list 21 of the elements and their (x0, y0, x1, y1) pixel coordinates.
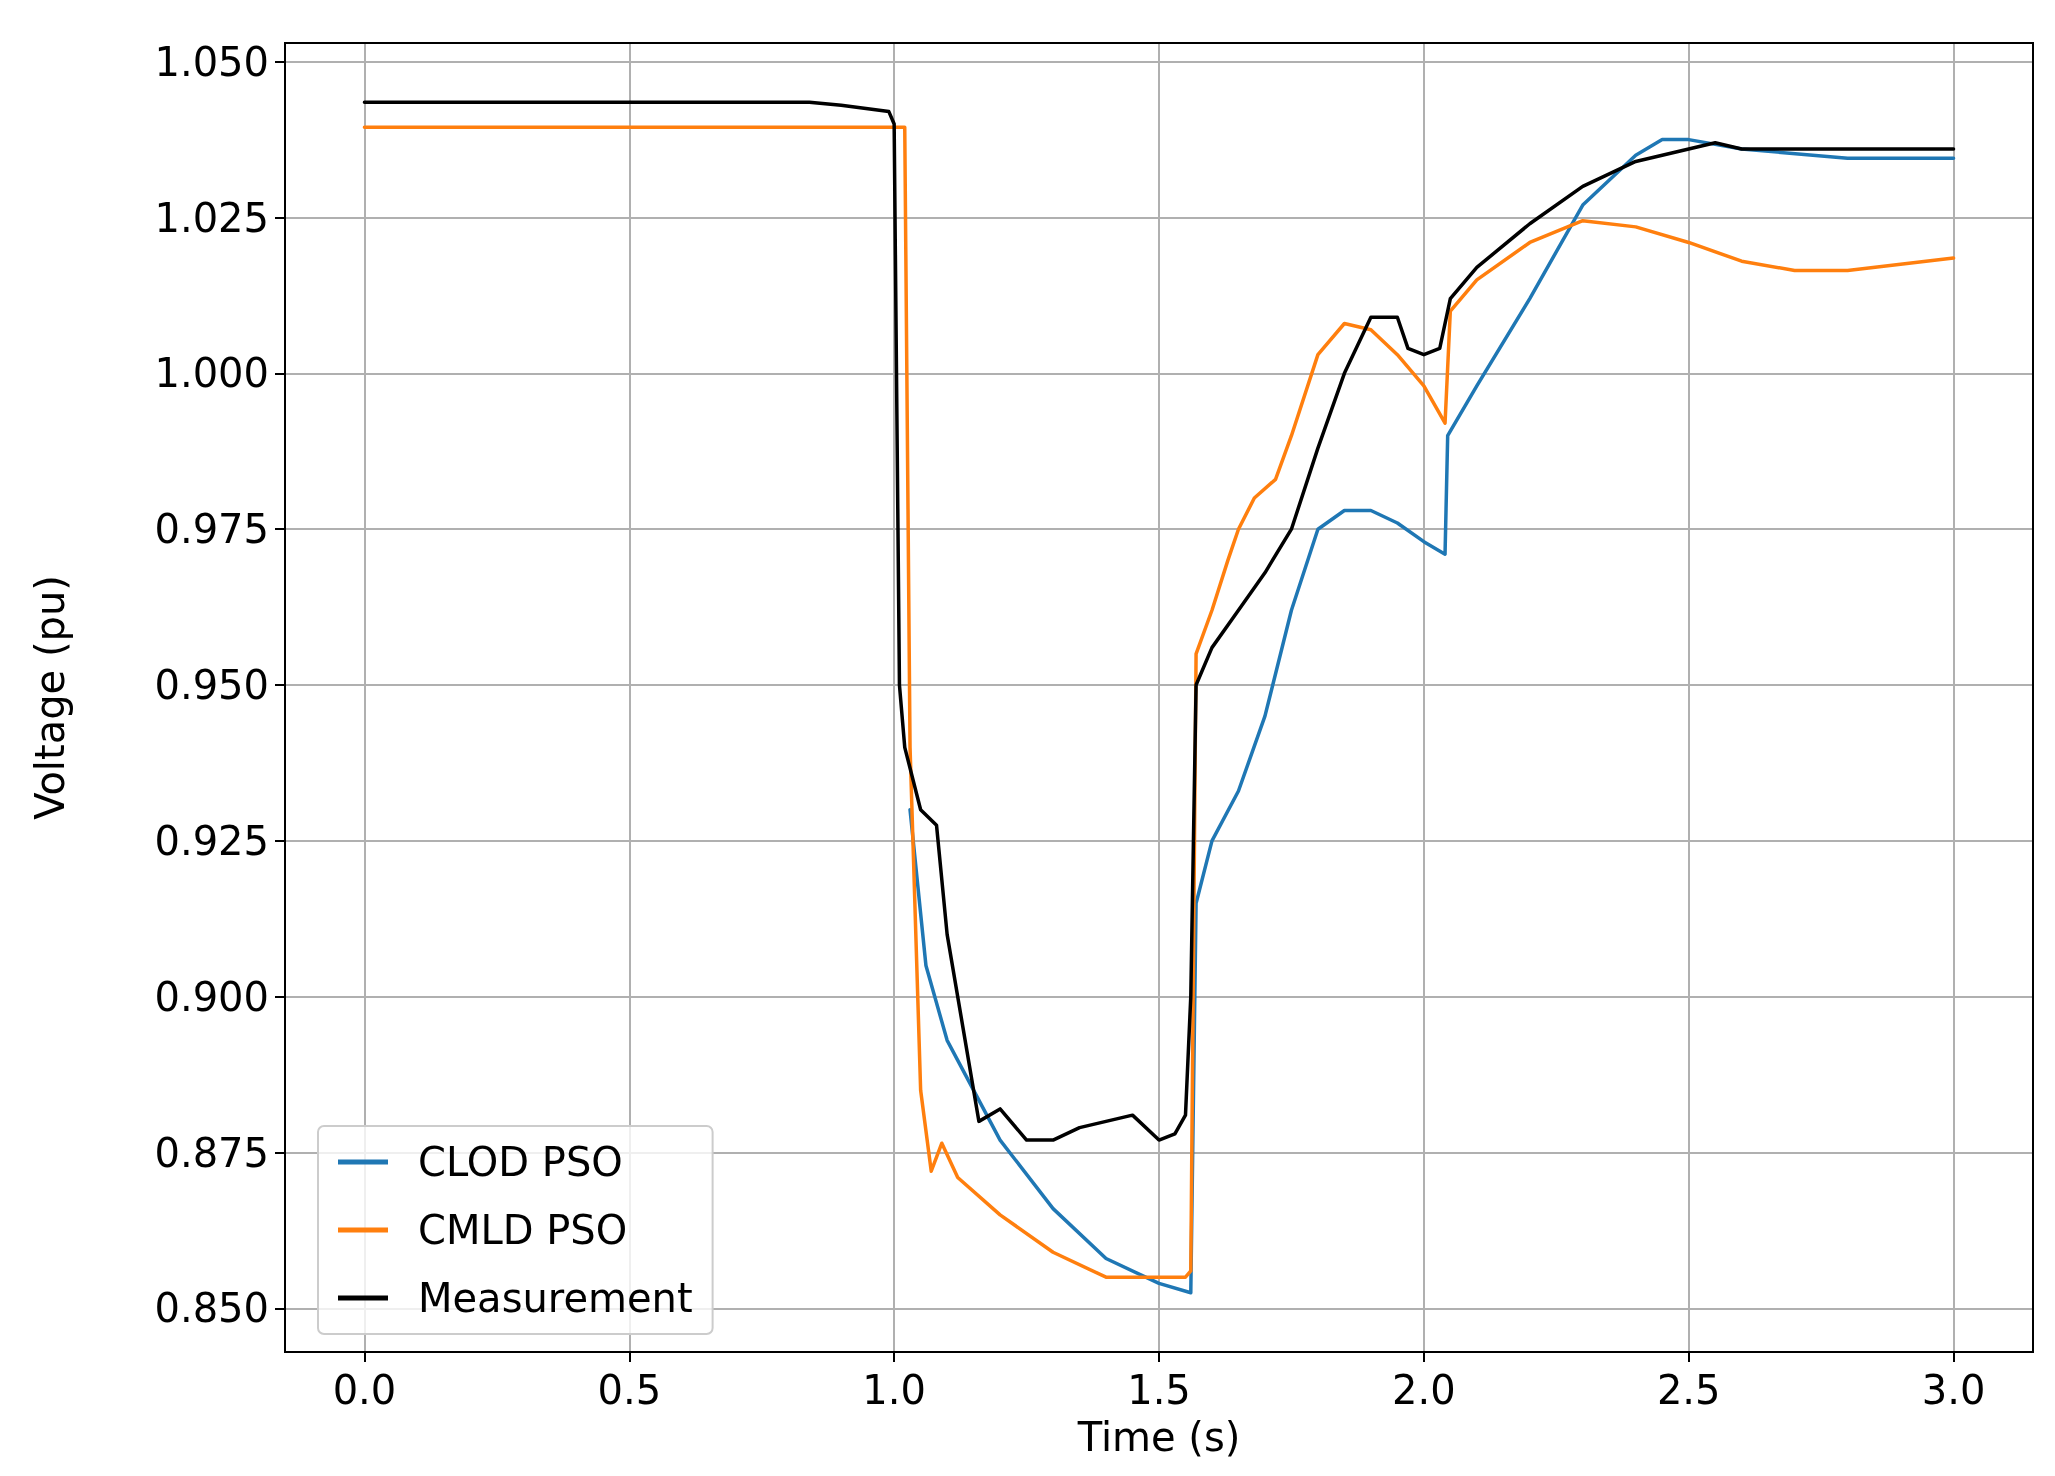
x-tick-label: 2.0 (1392, 1367, 1456, 1413)
y-tick-label: 0.900 (154, 973, 269, 1020)
x-tick-label: 2.5 (1656, 1367, 1721, 1413)
y-axis-title: Voltage (pu) (27, 575, 73, 820)
legend-label: Measurement (418, 1275, 693, 1321)
y-tick-label: 0.850 (154, 1285, 269, 1332)
y-tick-label: 0.950 (154, 662, 269, 709)
legend-label: CLOD PSO (418, 1139, 623, 1185)
x-tick-label: 0.5 (597, 1367, 662, 1413)
legend-label: CMLD PSO (418, 1207, 628, 1253)
y-tick-label: 1.025 (154, 194, 269, 241)
x-axis-title: Time (s) (1076, 1414, 1241, 1460)
y-tick-label: 0.925 (154, 817, 269, 864)
x-tick-label: 3.0 (1921, 1367, 1986, 1413)
y-tick-label: 0.975 (154, 506, 269, 553)
y-tick-label: 0.875 (154, 1129, 269, 1176)
y-tick-label: 1.050 (154, 38, 269, 85)
x-tick-label: 1.5 (1127, 1367, 1191, 1413)
y-tick-label: 1.000 (154, 350, 269, 397)
x-tick-label: 0.0 (332, 1367, 397, 1413)
x-tick-label: 1.0 (862, 1367, 926, 1413)
